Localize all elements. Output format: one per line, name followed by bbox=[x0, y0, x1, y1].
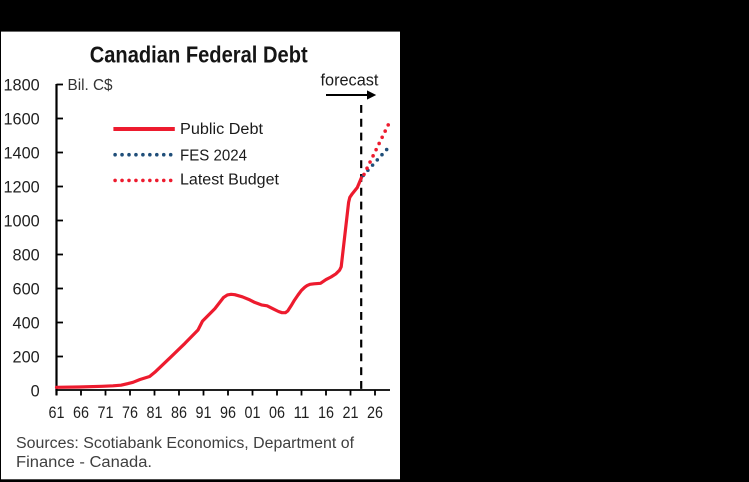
svg-text:81: 81 bbox=[147, 404, 163, 422]
svg-text:Canadian Federal Debt: Canadian Federal Debt bbox=[90, 42, 308, 68]
svg-text:91: 91 bbox=[196, 404, 212, 422]
svg-text:Latest Budget: Latest Budget bbox=[180, 172, 280, 189]
svg-text:Finance - Canada.: Finance - Canada. bbox=[16, 454, 152, 471]
svg-text:1200: 1200 bbox=[3, 178, 39, 196]
svg-text:Sources: Scotiabank Economics,: Sources: Scotiabank Economics, Departmen… bbox=[16, 435, 355, 452]
svg-text:1000: 1000 bbox=[3, 212, 39, 230]
svg-text:1600: 1600 bbox=[3, 110, 39, 128]
svg-text:96: 96 bbox=[220, 404, 236, 422]
svg-text:600: 600 bbox=[13, 280, 40, 298]
svg-text:FES 2024: FES 2024 bbox=[180, 148, 247, 165]
svg-text:11: 11 bbox=[294, 404, 310, 422]
svg-text:200: 200 bbox=[13, 348, 40, 366]
svg-text:800: 800 bbox=[13, 246, 40, 264]
svg-text:Bil. C$: Bil. C$ bbox=[68, 77, 114, 94]
svg-text:01: 01 bbox=[245, 404, 261, 422]
svg-text:Public Debt: Public Debt bbox=[180, 121, 264, 138]
svg-text:71: 71 bbox=[98, 404, 114, 422]
svg-text:16: 16 bbox=[318, 404, 334, 422]
svg-text:1400: 1400 bbox=[3, 144, 39, 162]
svg-text:26: 26 bbox=[367, 404, 383, 422]
svg-text:forecast: forecast bbox=[321, 72, 379, 90]
svg-text:76: 76 bbox=[122, 404, 138, 422]
svg-text:66: 66 bbox=[73, 404, 89, 422]
svg-text:1800: 1800 bbox=[3, 76, 39, 94]
svg-text:86: 86 bbox=[171, 404, 187, 422]
svg-text:21: 21 bbox=[343, 404, 359, 422]
svg-text:400: 400 bbox=[13, 314, 40, 332]
svg-text:06: 06 bbox=[269, 404, 285, 422]
svg-text:61: 61 bbox=[49, 404, 65, 422]
svg-text:0: 0 bbox=[31, 382, 40, 400]
